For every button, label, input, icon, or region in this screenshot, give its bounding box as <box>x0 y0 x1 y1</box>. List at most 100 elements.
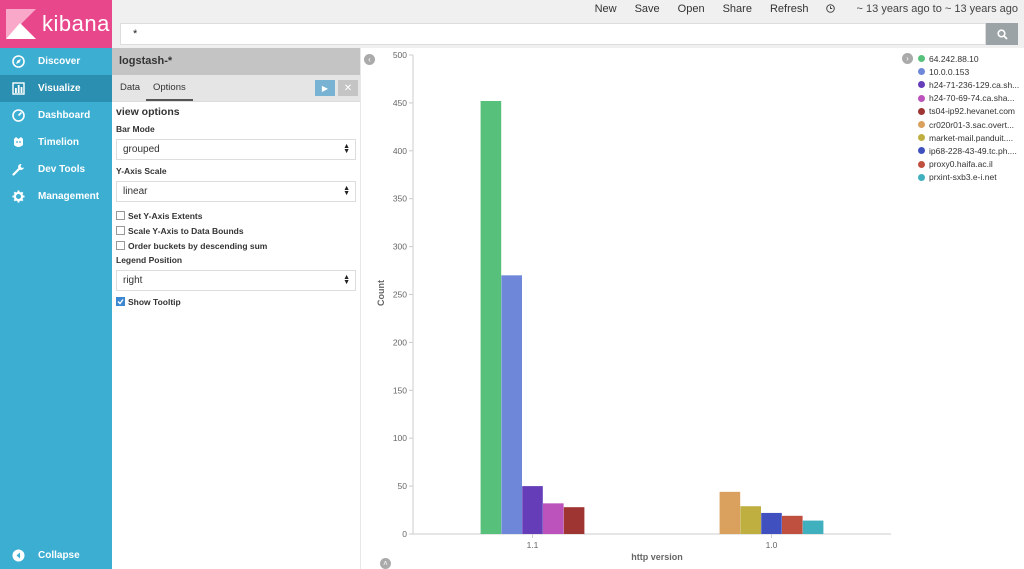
checkbox-label: Scale Y-Axis to Data Bounds <box>128 225 244 236</box>
collapse-editor-button[interactable]: ‹ <box>364 54 375 65</box>
legend-item[interactable]: market-mail.panduit.... <box>918 131 1022 144</box>
checkbox[interactable] <box>116 226 125 235</box>
index-pattern-title: logstash-* <box>112 48 360 75</box>
timelion-icon <box>11 136 25 150</box>
checkmark-icon <box>117 299 124 305</box>
legend-color-dot <box>918 55 925 63</box>
legend-color-dot <box>918 160 925 168</box>
sidebar-item-label: Discover <box>38 56 81 67</box>
discard-changes-button[interactable]: ✕ <box>338 80 358 96</box>
legend-item[interactable]: h24-70-69-74.ca.sha... <box>918 92 1022 105</box>
legend-item[interactable]: 10.0.0.153 <box>918 65 1022 78</box>
sidebar-item-label: Dashboard <box>38 110 91 121</box>
time-picker[interactable]: ~ 13 years ago to ~ 13 years ago <box>826 3 1018 15</box>
y-axis-scale-label: Y-Axis Scale <box>116 166 167 176</box>
legend-color-dot <box>918 147 925 155</box>
y-axis: 0 50 100 150 200 250 300 350 400 450 500 <box>393 50 414 539</box>
legend-item[interactable]: ts04-ip92.hevanet.com <box>918 105 1022 118</box>
legend-color-dot <box>918 68 925 76</box>
x-tick-label: 1.1 <box>527 540 539 550</box>
sidebar-item-label: Management <box>38 191 100 202</box>
legend-position-select[interactable]: right ▲ ▼ <box>116 270 356 291</box>
gear-icon <box>11 190 25 204</box>
legend-item[interactable]: ip68-228-43-49.tc.ph.... <box>918 144 1022 157</box>
sidebar-item-label: Timelion <box>38 137 79 148</box>
kibana-logo[interactable]: kibana <box>0 0 112 48</box>
checkbox-label: Show Tooltip <box>128 296 181 307</box>
sidebar-item-label: Dev Tools <box>38 164 86 175</box>
kibana-wordmark: kibana <box>42 11 110 36</box>
spy-panel-toggle[interactable]: ˄ <box>380 558 391 569</box>
set-y-axis-extents-checkbox[interactable]: Set Y-Axis Extents <box>116 208 356 223</box>
collapse-arrow-icon <box>11 549 25 563</box>
legend-label: prxint-sxb3.e-i.net <box>929 172 997 183</box>
bar-chart-icon <box>11 82 25 96</box>
refresh-button[interactable]: Refresh <box>769 3 809 15</box>
legend-color-dot <box>918 173 925 181</box>
legend-label: market-mail.panduit.... <box>929 132 1014 143</box>
sidebar-item-dashboard[interactable]: Dashboard <box>0 102 112 129</box>
sidebar-item-timelion[interactable]: Timelion <box>0 129 112 156</box>
scale-y-axis-checkbox[interactable]: Scale Y-Axis to Data Bounds <box>116 223 356 238</box>
bar[interactable]: prxint-sxb3.e-i.net: 14 <box>802 520 824 534</box>
legend-item[interactable]: 64.242.88.10 <box>918 52 1022 65</box>
legend-toggle-button[interactable]: › <box>902 53 913 64</box>
save-button[interactable]: Save <box>634 3 660 15</box>
collapse-button[interactable]: Collapse <box>0 542 112 569</box>
new-button[interactable]: New <box>594 3 617 15</box>
search-button[interactable] <box>986 23 1018 45</box>
bar[interactable]: market-mail.panduit....: 29 <box>740 506 761 534</box>
legend-label: ts04-ip92.hevanet.com <box>929 106 1015 117</box>
order-buckets-checkbox[interactable]: Order buckets by descending sum <box>116 238 356 253</box>
y-axis-scale-select[interactable]: linear ▲ ▼ <box>116 181 356 202</box>
share-button[interactable]: Share <box>722 3 752 15</box>
wrench-icon <box>11 163 25 177</box>
checkbox-checked[interactable] <box>116 297 125 306</box>
bar-mode-value: grouped <box>123 144 160 155</box>
apply-changes-button[interactable]: ▶ <box>315 80 335 96</box>
legend-item[interactable]: proxy0.haifa.ac.il <box>918 158 1022 171</box>
compass-icon <box>11 55 25 69</box>
legend-item[interactable]: cr020r01-3.sac.overt... <box>918 118 1022 131</box>
section-title: view options <box>116 106 180 118</box>
y-tick-label: 50 <box>398 481 408 491</box>
y-tick-label: 300 <box>393 242 407 252</box>
view-options-panel: view options Bar Mode grouped ▲ ▼ Y-Axis … <box>112 102 360 309</box>
search-input[interactable]: * <box>120 23 986 45</box>
legend-color-dot <box>918 121 925 129</box>
sidebar-item-management[interactable]: Management <box>0 183 112 210</box>
y-axis-scale-value: linear <box>123 186 148 197</box>
checkbox[interactable] <box>116 241 125 250</box>
open-button[interactable]: Open <box>677 3 705 15</box>
checkbox[interactable] <box>116 211 125 220</box>
tab-data[interactable]: Data <box>120 82 141 93</box>
bar[interactable]: ts04-ip92.hevanet.com: 28 <box>563 507 585 534</box>
legend-item[interactable]: prxint-sxb3.e-i.net <box>918 171 1022 184</box>
tab-options[interactable]: Options <box>146 75 193 101</box>
bar[interactable]: proxy0.haifa.ac.il: 19 <box>782 515 803 534</box>
bar[interactable]: cr020r01-3.sac.overt...: 44 <box>719 491 741 534</box>
bar-mode-select[interactable]: grouped ▲ ▼ <box>116 139 356 160</box>
bar[interactable]: 10.0.0.153: 270 <box>501 275 522 534</box>
y-tick-label: 500 <box>393 50 407 60</box>
legend-position-label: Legend Position <box>116 255 183 265</box>
show-tooltip-checkbox[interactable]: Show Tooltip <box>116 294 356 309</box>
legend-position-value: right <box>123 275 143 286</box>
y-tick-label: 100 <box>393 433 407 443</box>
bar[interactable]: h24-70-69-74.ca.sha...: 32 <box>543 503 564 534</box>
y-axis-label: Count <box>376 280 386 306</box>
legend-color-dot <box>918 81 925 89</box>
legend-item[interactable]: h24-71-236-129.ca.sh... <box>918 78 1022 91</box>
panel-divider <box>360 48 361 569</box>
bar[interactable]: h24-71-236-129.ca.sh...: 50 <box>522 486 543 534</box>
sidebar-item-visualize[interactable]: Visualize <box>0 75 112 102</box>
legend-color-dot <box>918 94 925 102</box>
bar[interactable]: ip68-228-43-49.tc.ph....: 22 <box>761 512 782 534</box>
collapse-label: Collapse <box>38 550 80 561</box>
sidebar-item-discover[interactable]: Discover <box>0 48 112 75</box>
chevron-up-icon: ˄ <box>383 559 388 568</box>
bar[interactable]: 64.242.88.10: 452 <box>480 100 502 534</box>
x-tick-label: 1.0 <box>766 540 778 550</box>
y-tick-label: 350 <box>393 194 407 204</box>
sidebar-item-dev-tools[interactable]: Dev Tools <box>0 156 112 183</box>
